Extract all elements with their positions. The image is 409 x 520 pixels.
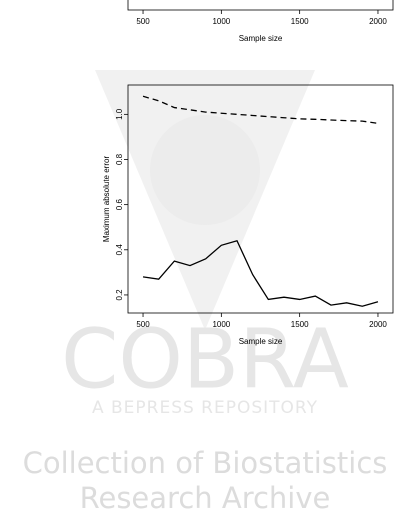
plot-frame [127, 0, 394, 11]
x-tick-label: 2000 [369, 17, 387, 26]
line-series [142, 95, 379, 125]
y-tick-label: 0.6 [115, 199, 124, 211]
x-tick-label: 2000 [369, 320, 387, 329]
x-tick-label: 1500 [291, 17, 309, 26]
watermark-tagline: A BEPRESS REPOSITORY [92, 398, 318, 418]
x-tick-label: 500 [136, 17, 150, 26]
y-tick-label: 0.2 [115, 289, 124, 301]
plot-frame [127, 84, 394, 314]
line-series [142, 239, 379, 307]
x-tick-label: 500 [136, 320, 150, 329]
watermark: COBRA A BEPRESS REPOSITORY Collection of… [23, 70, 388, 515]
x-tick-label: 1000 [212, 320, 230, 329]
y-tick-label: 0.8 [115, 153, 124, 165]
x-tick-label: 1000 [212, 17, 230, 26]
watermark-line: Research Archive [80, 481, 331, 515]
x-axis-label: Sample size [239, 34, 283, 43]
y-tick-label: 0.4 [115, 244, 124, 256]
y-axis-label: Maximum absolute error [102, 156, 111, 243]
x-axis-label: Sample size [239, 337, 283, 346]
watermark-line: Collection of Biostatistics [23, 446, 388, 480]
y-tick-label: 1.0 [115, 108, 124, 120]
watermark-logo: COBRA [61, 312, 349, 407]
x-tick-label: 1500 [291, 320, 309, 329]
watermark-emblem [150, 115, 260, 225]
